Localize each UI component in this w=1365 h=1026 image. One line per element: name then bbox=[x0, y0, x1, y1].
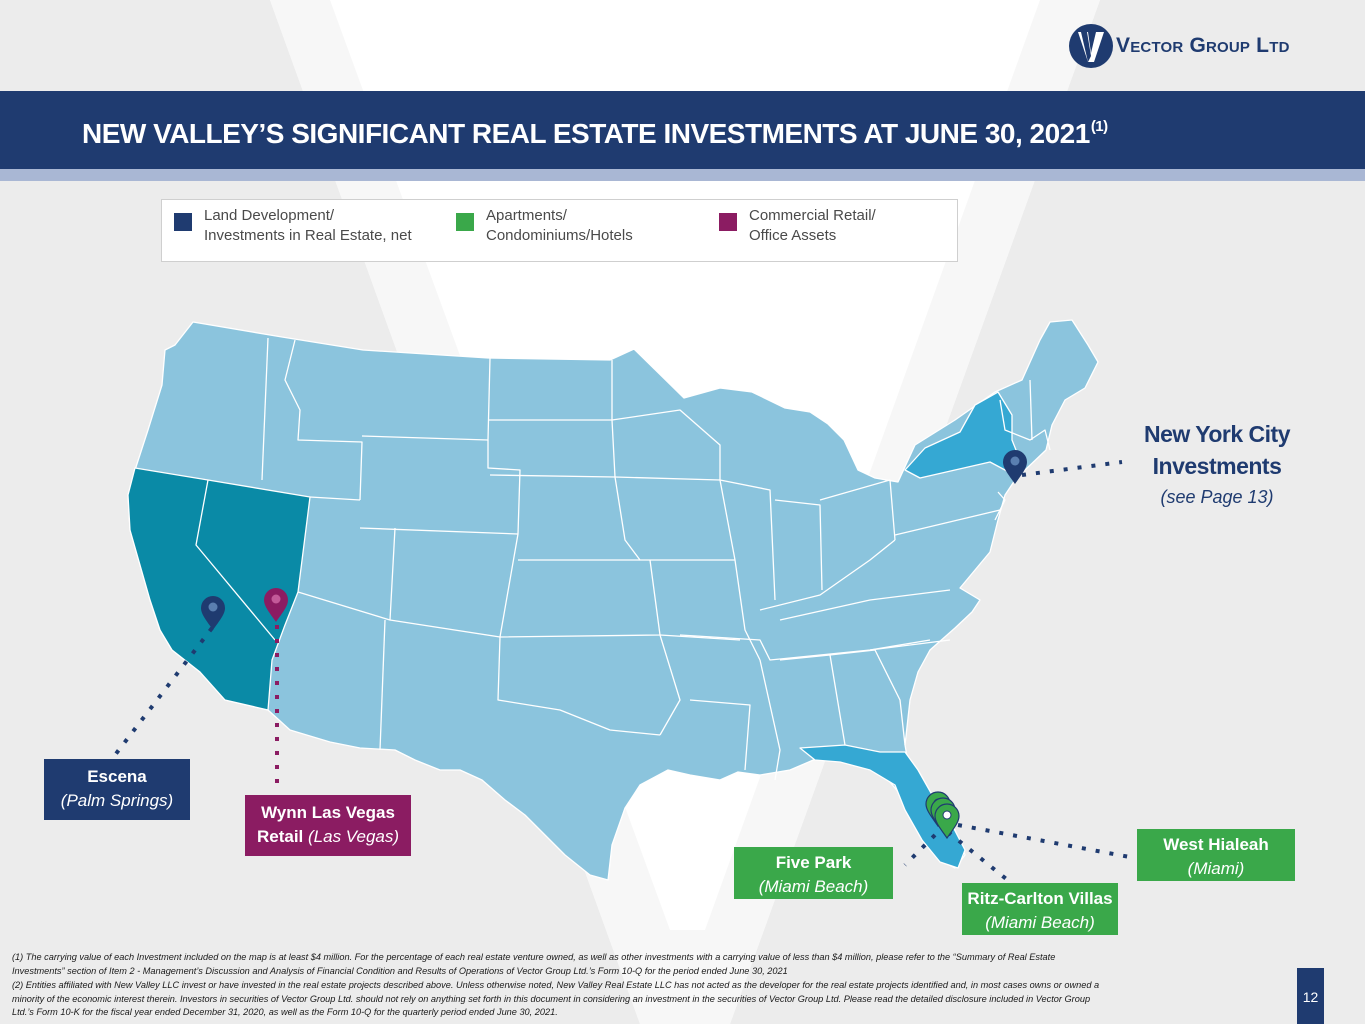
page-number: 12 bbox=[1297, 968, 1324, 1024]
title-bar: NEW VALLEY’S SIGNIFICANT REAL ESTATE INV… bbox=[0, 91, 1365, 181]
five-park-callout: Five Park (Miami Beach) bbox=[734, 847, 893, 899]
callout-place: (Miami) bbox=[1187, 859, 1245, 878]
miami-green-marker-icon[interactable] bbox=[934, 803, 960, 840]
nyc-label-line2: Investments bbox=[1152, 453, 1282, 479]
title-footnote-ref: (1) bbox=[1090, 118, 1108, 135]
legend-label: Land Development/Investments in Real Est… bbox=[204, 207, 412, 244]
callout-place: (Miami Beach) bbox=[758, 877, 869, 896]
callout-name: Ritz-Carlton Villas bbox=[967, 889, 1113, 908]
nyc-marker-icon[interactable] bbox=[1003, 450, 1027, 484]
legend-item-apartments: Apartments/Condominiums/Hotels bbox=[456, 206, 716, 246]
nyc-leader-line bbox=[1021, 460, 1123, 477]
nyc-label-note: (see Page 13) bbox=[1160, 487, 1274, 507]
nyc-label-line1: New York City bbox=[1143, 421, 1291, 447]
west-hialeah-leader-line bbox=[957, 823, 1136, 860]
v-logo-icon bbox=[1069, 24, 1113, 68]
callout-place: (Miami Beach) bbox=[985, 913, 1095, 932]
west-hialeah-callout: West Hialeah (Miami) bbox=[1137, 829, 1295, 881]
ritz-carlton-callout: Ritz-Carlton Villas (Miami Beach) bbox=[962, 883, 1118, 935]
callout-place: (Palm Springs) bbox=[60, 791, 174, 810]
map-legend: Land Development/Investments in Real Est… bbox=[161, 199, 958, 262]
callout-name: West Hialeah bbox=[1163, 835, 1269, 854]
logo-text: Vector Group Ltd bbox=[1116, 34, 1290, 57]
legend-swatch-navy bbox=[174, 213, 192, 231]
us-mainland bbox=[127, 319, 1099, 881]
legend-swatch-green bbox=[456, 213, 474, 231]
wynn-callout: Wynn Las Vegas Retail (Las Vegas) bbox=[245, 795, 411, 856]
footnote-1: (1) The carrying value of each Investmen… bbox=[12, 952, 1056, 976]
escena-callout: Escena (Palm Springs) bbox=[44, 759, 190, 820]
legend-label: Commercial Retail/Office Assets bbox=[749, 207, 876, 244]
callout-place: (Las Vegas) bbox=[308, 827, 400, 846]
legend-item-commercial: Commercial Retail/Office Assets bbox=[719, 206, 979, 246]
escena-marker-icon[interactable] bbox=[201, 596, 225, 630]
legend-item-land: Land Development/Investments in Real Est… bbox=[174, 206, 434, 246]
legend-swatch-purple bbox=[719, 213, 737, 231]
nyc-investments-label: New York City Investments (see Page 13) bbox=[1126, 418, 1308, 510]
wynn-marker-icon[interactable] bbox=[264, 588, 288, 622]
vector-group-logo: Vector Group Ltd bbox=[1068, 22, 1290, 70]
page-title: NEW VALLEY’S SIGNIFICANT REAL ESTATE INV… bbox=[82, 118, 1108, 149]
callout-name-2: Retail bbox=[256, 827, 304, 846]
florida-highlight bbox=[799, 744, 966, 869]
callout-name: Wynn Las Vegas bbox=[261, 803, 395, 822]
california-nevada-highlight bbox=[127, 467, 311, 711]
new-york-highlight bbox=[904, 391, 1021, 479]
callout-name: Escena bbox=[87, 767, 147, 786]
callout-name: Five Park bbox=[775, 853, 852, 872]
legend-label: Apartments/Condominiums/Hotels bbox=[486, 207, 633, 244]
footnote-2: (2) Entities affiliated with New Valley … bbox=[12, 980, 1100, 1017]
